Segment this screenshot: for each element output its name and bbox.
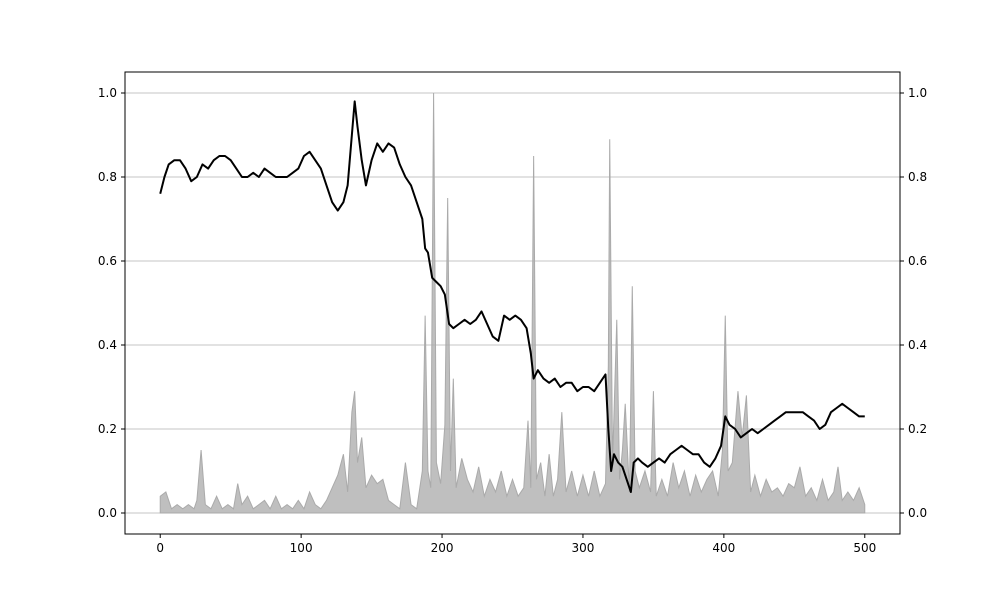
x-tick-label-4: 400 [712,541,735,555]
y-right-tick-label-4: 0.8 [908,170,927,184]
y-right-tick-label-3: 0.6 [908,254,927,268]
x-tick-label-3: 300 [572,541,595,555]
x-tick-label-0: 0 [156,541,164,555]
area-fill [159,92,866,514]
y-left-tick-label-0: 0.0 [98,506,117,520]
axis-ticks: 0 100 200 300 400 500 0.0 0.0 0.2 0.2 0.4 0.4 0.6 0.6… [98,86,927,555]
area-series [159,92,866,514]
x-tick-label-2: 200 [431,541,454,555]
y-left-tick-label-5: 1.0 [98,86,117,100]
y-left-tick-label-3: 0.6 [98,254,117,268]
y-right-tick-label-2: 0.4 [908,338,927,352]
y-left-tick-label-4: 0.8 [98,170,117,184]
y-left-tick-label-1: 0.2 [98,422,117,436]
x-tick-label-1: 100 [290,541,313,555]
line-path [159,100,865,493]
plot-frame [124,71,901,535]
y-right-tick-label-1: 0.2 [908,422,927,436]
y-right-tick-label-5: 1.0 [908,86,927,100]
x-tick-label-5: 500 [853,541,876,555]
y-right-tick-label-0: 0.0 [908,506,927,520]
line-series [159,100,865,493]
y-left-tick-label-2: 0.4 [98,338,117,352]
